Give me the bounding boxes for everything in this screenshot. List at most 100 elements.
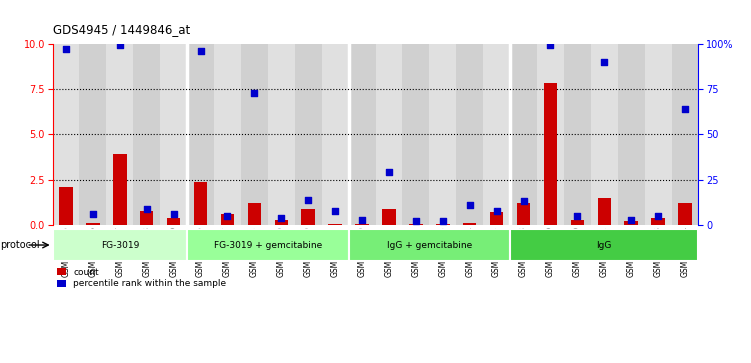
Bar [53, 44, 80, 225]
Text: FG-3019 + gemcitabine: FG-3019 + gemcitabine [214, 241, 322, 249]
Point [652, 213, 664, 219]
Text: IgG: IgG [596, 241, 612, 249]
Point [167, 211, 179, 217]
Bar [187, 44, 214, 225]
Bar [457, 44, 483, 225]
Bar [537, 44, 564, 225]
Bar [510, 44, 537, 225]
Bar [187, 44, 214, 225]
Text: protocol: protocol [0, 240, 40, 250]
Bar [59, 187, 73, 225]
Point [410, 219, 422, 224]
Bar [403, 44, 430, 225]
Bar [214, 44, 241, 225]
Point [572, 213, 584, 219]
Bar [160, 44, 187, 225]
Bar [134, 44, 160, 225]
Bar [80, 44, 107, 225]
Point [140, 206, 152, 212]
Text: GDS4945 / 1449846_at: GDS4945 / 1449846_at [53, 23, 190, 36]
Bar [618, 44, 644, 225]
Bar [671, 44, 698, 225]
Bar [644, 44, 671, 225]
Bar [214, 44, 241, 225]
Bar [107, 44, 134, 225]
Bar [490, 212, 503, 225]
Point [249, 90, 261, 95]
Bar [221, 214, 234, 225]
Bar [80, 44, 107, 225]
Bar [86, 223, 100, 225]
Text: FG-3019: FG-3019 [101, 241, 139, 249]
Point [437, 219, 449, 224]
Bar [295, 44, 321, 225]
Bar [134, 44, 160, 225]
Point [222, 213, 234, 219]
Point [679, 106, 691, 112]
Bar [321, 44, 348, 225]
Bar [510, 44, 537, 225]
Bar [382, 209, 396, 225]
Bar [167, 218, 180, 225]
Bar [517, 203, 530, 225]
Bar [348, 44, 376, 225]
Point [599, 59, 611, 65]
Text: IgG + gemcitabine: IgG + gemcitabine [387, 241, 472, 249]
Bar [187, 229, 348, 261]
Bar [241, 44, 268, 225]
Bar [510, 44, 537, 225]
Bar [463, 223, 476, 225]
Point [87, 211, 99, 217]
Bar [160, 44, 187, 225]
Bar [248, 203, 261, 225]
Legend: count, percentile rank within the sample: count, percentile rank within the sample [57, 268, 227, 288]
Bar [436, 224, 450, 225]
Bar [678, 203, 692, 225]
Bar [544, 83, 557, 225]
Bar [430, 44, 457, 225]
Bar [376, 44, 403, 225]
Bar [140, 211, 153, 225]
Point [544, 42, 556, 48]
Point [383, 170, 395, 175]
Bar [53, 44, 80, 225]
Bar [644, 44, 671, 225]
Point [60, 46, 72, 52]
Bar [618, 44, 644, 225]
Bar [53, 229, 187, 261]
Bar [107, 44, 134, 225]
Point [356, 217, 368, 223]
Bar [355, 224, 369, 225]
Bar [295, 44, 321, 225]
Bar [376, 44, 403, 225]
Bar [571, 220, 584, 225]
Bar [564, 44, 591, 225]
Bar [537, 44, 564, 225]
Bar [430, 44, 457, 225]
Bar [187, 44, 214, 225]
Bar [591, 44, 618, 225]
Point [302, 197, 314, 203]
Point [114, 42, 126, 48]
Point [195, 48, 207, 54]
Bar [651, 218, 665, 225]
Bar [591, 44, 618, 225]
Bar [328, 224, 342, 225]
Point [276, 215, 288, 221]
Bar [348, 44, 376, 225]
Bar [403, 44, 430, 225]
Bar [268, 44, 295, 225]
Bar [268, 44, 295, 225]
Point [517, 199, 529, 204]
Point [625, 217, 637, 223]
Bar [348, 44, 376, 225]
Bar [321, 44, 348, 225]
Bar [483, 44, 510, 225]
Bar [194, 182, 207, 225]
Bar [241, 44, 268, 225]
Bar [671, 44, 698, 225]
Bar [564, 44, 591, 225]
Point [490, 208, 502, 213]
Point [463, 202, 475, 208]
Point [329, 208, 341, 213]
